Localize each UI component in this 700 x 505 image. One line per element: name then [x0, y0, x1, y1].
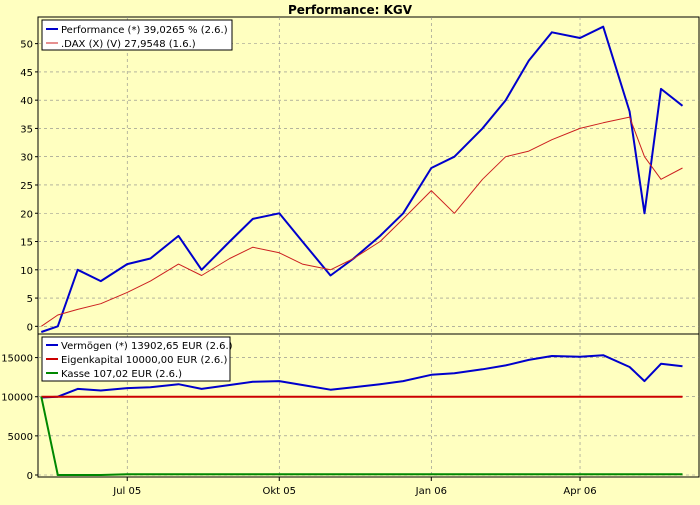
- series-line-kasse: [40, 396, 683, 476]
- performance-legend-box: [41, 19, 233, 51]
- legend-label-eigenkapital: Eigenkapital 10000,00 EUR (2.6.): [61, 355, 227, 366]
- performance-grid: [38, 17, 699, 334]
- series-line-vermoegen: [41, 354, 683, 399]
- y-tick-label: 5: [27, 294, 33, 305]
- vermoegen-series: [40, 354, 683, 476]
- y-tick-label: 30: [20, 153, 33, 164]
- legend-label-dax: .DAX (X) (V) 27,9548 (1.6.): [61, 39, 196, 50]
- x-tick-label: Jan 06: [415, 486, 447, 497]
- chart-title: Performance: KGV: [288, 3, 413, 17]
- y-tick-label: 15000: [1, 354, 33, 365]
- legend-label-kasse: Kasse 107,02 EUR (2.6.): [61, 369, 182, 380]
- performance-legend: Performance (*) 39,0265 % (2.6.) .DAX (X…: [41, 19, 233, 51]
- y-tick-label: 20: [20, 209, 33, 220]
- x-tick-label: Jul 05: [112, 486, 141, 497]
- y-tick-label: 0: [27, 322, 33, 333]
- y-tick-label: 40: [20, 96, 33, 107]
- performance-series: [40, 25, 684, 333]
- x-tick-label: Okt 05: [263, 486, 297, 497]
- y-tick-label: 25: [20, 181, 33, 192]
- x-tick-label: Apr 06: [563, 486, 596, 497]
- performance-panel-frame: [37, 16, 700, 335]
- y-tick-label: 35: [20, 124, 33, 135]
- legend-label-vermoegen: Vermögen (*) 13902,65 EUR (2.6.): [61, 341, 233, 352]
- y-tick-label: 45: [20, 68, 33, 79]
- vermoegen-panel-frame: [37, 333, 700, 478]
- series-line-dax: [41, 116, 683, 327]
- vermoegen-legend: Vermögen (*) 13902,65 EUR (2.6.) Eigenka…: [41, 336, 233, 382]
- y-tick-label: 10: [20, 266, 33, 277]
- performance-y-axis: 0 5 10 15 20 25 30 35 40 45 50: [20, 40, 38, 333]
- y-tick-label: 5000: [8, 432, 33, 443]
- y-tick-label: 0: [27, 471, 33, 482]
- y-tick-label: 15: [20, 238, 33, 249]
- x-axis: Jul 05 Okt 05 Jan 06 Apr 06: [112, 477, 597, 497]
- series-line-performance: [40, 25, 684, 333]
- vermoegen-legend-box: [41, 336, 231, 382]
- legend-label-performance: Performance (*) 39,0265 % (2.6.): [61, 25, 228, 36]
- y-tick-label: 50: [20, 40, 33, 51]
- y-tick-label: 10000: [1, 393, 33, 404]
- vermoegen-y-axis: 0 5000 10000 15000: [1, 354, 38, 482]
